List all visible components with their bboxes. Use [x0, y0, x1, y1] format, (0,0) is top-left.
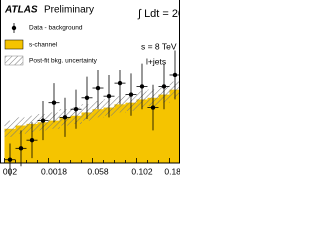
uncertainty-band — [4, 120, 16, 137]
data-point — [7, 157, 13, 162]
signal-bar — [103, 107, 115, 163]
data-point — [117, 80, 123, 86]
annotation: l+jets — [146, 56, 166, 66]
signal-bar — [125, 102, 137, 163]
x-tick-label: 0.0018 — [41, 166, 67, 176]
signal-bar — [48, 120, 60, 163]
annotation: s = 8 TeV — [141, 41, 177, 51]
signal-bar — [114, 104, 126, 163]
data-point — [106, 93, 112, 99]
x-tick-label: 002 — [3, 166, 17, 176]
legend: Data - background s-channel Post-fit bkg. … — [4, 23, 98, 66]
data-point — [29, 137, 35, 143]
data-point — [73, 107, 79, 112]
signal-bar — [158, 94, 170, 163]
x-tick-label: 0.102 — [131, 166, 153, 176]
x-tick-label: 0.058 — [87, 166, 109, 176]
legend-label: s-channel — [29, 42, 58, 49]
data-point — [161, 84, 167, 89]
signal-bar — [92, 109, 104, 163]
chart: ATLAS Preliminary Data - background s-cha… — [0, 0, 180, 180]
legend-label: Post-fit bkg. uncertainty — [29, 58, 98, 65]
frame — [0, 0, 180, 164]
data-point — [84, 95, 90, 101]
data-point — [18, 146, 24, 151]
legend-marker — [4, 39, 24, 50]
data-point — [128, 92, 134, 97]
uncertainty-band — [15, 117, 27, 134]
annotation: ∫ Ldt = 20.3 — [137, 8, 180, 20]
data-point — [172, 72, 178, 78]
signal-bar — [169, 89, 180, 163]
data-point — [139, 84, 145, 89]
experiment-label: ATLAS — [4, 5, 38, 16]
data-point — [95, 85, 101, 91]
plot-area — [4, 50, 180, 177]
signal-bar — [70, 115, 82, 163]
signal-bar — [81, 112, 93, 163]
data-point — [40, 118, 46, 123]
x-tick-label: 0.187 — [164, 166, 180, 176]
x-axis: 002 0.0018 0.058 0.102 0.187 — [3, 158, 180, 176]
signal-bar — [59, 117, 71, 163]
legend-marker — [4, 55, 24, 66]
signal-bar — [136, 99, 148, 163]
legend-label: Data - background — [29, 25, 83, 32]
experiment-sublabel: Preliminary — [44, 5, 94, 16]
data-point — [62, 115, 68, 120]
data-point — [150, 105, 156, 110]
signal-bar — [37, 122, 49, 163]
data-point — [51, 100, 57, 105]
